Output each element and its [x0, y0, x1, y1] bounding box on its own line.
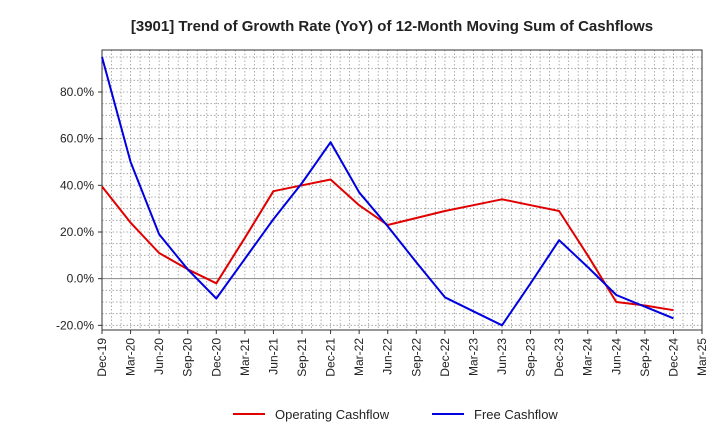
x-tick-label: Jun-23 [495, 338, 509, 375]
x-tick-label: Dec-21 [324, 338, 338, 377]
series-layer [101, 56, 674, 327]
x-tick-label: Sep-21 [295, 338, 309, 377]
x-tick-label: Dec-20 [209, 338, 223, 377]
y-tick-label: 60.0% [60, 132, 94, 146]
x-tick-label: Dec-22 [438, 338, 452, 377]
x-tick-label: Mar-22 [352, 338, 366, 376]
x-tick-label: Mar-24 [581, 338, 595, 376]
x-tick-label: Dec-23 [552, 338, 566, 377]
series-line-0 [101, 178, 674, 312]
x-tick-label: Sep-22 [409, 338, 423, 377]
x-tick-label: Mar-20 [124, 338, 138, 376]
legend-label: Operating Cashflow [275, 407, 390, 422]
x-tick-label: Jun-21 [266, 338, 280, 375]
y-tick-label: 80.0% [60, 85, 94, 99]
x-tick-label: Jun-22 [381, 338, 395, 375]
series-line-1 [101, 56, 674, 327]
legend-label: Free Cashflow [474, 407, 558, 422]
x-tick-label: Jun-20 [152, 338, 166, 375]
x-tick-label: Mar-21 [238, 338, 252, 376]
x-tick-label: Dec-19 [95, 338, 109, 377]
legend: Operating Cashflow Free Cashflow [233, 407, 558, 422]
chart-title: [3901] Trend of Growth Rate (YoY) of 12-… [131, 18, 653, 35]
x-tick-label: Sep-24 [638, 338, 652, 377]
plot-frame [101, 49, 703, 331]
x-tick-label: Mar-25 [695, 338, 709, 376]
y-tick-label: 40.0% [60, 178, 94, 192]
x-tick-label: Jun-24 [609, 338, 623, 375]
y-tick-label: -20.0% [56, 318, 94, 332]
grid [101, 50, 703, 330]
y-axis: -20.0% 0.0% 20.0% 40.0% 60.0% 80.0% [56, 85, 102, 332]
x-tick-label: Mar-23 [466, 338, 480, 376]
x-tick-label: Dec-24 [666, 338, 680, 377]
x-tick-label: Sep-23 [524, 338, 538, 377]
x-tick-label: Sep-20 [181, 338, 195, 377]
y-tick-label: 20.0% [60, 225, 94, 239]
x-axis: Dec-19 Mar-20 Jun-20 Sep-20 Dec-20 Mar-21 Jun-… [95, 330, 709, 377]
y-tick-label: 0.0% [67, 272, 95, 286]
